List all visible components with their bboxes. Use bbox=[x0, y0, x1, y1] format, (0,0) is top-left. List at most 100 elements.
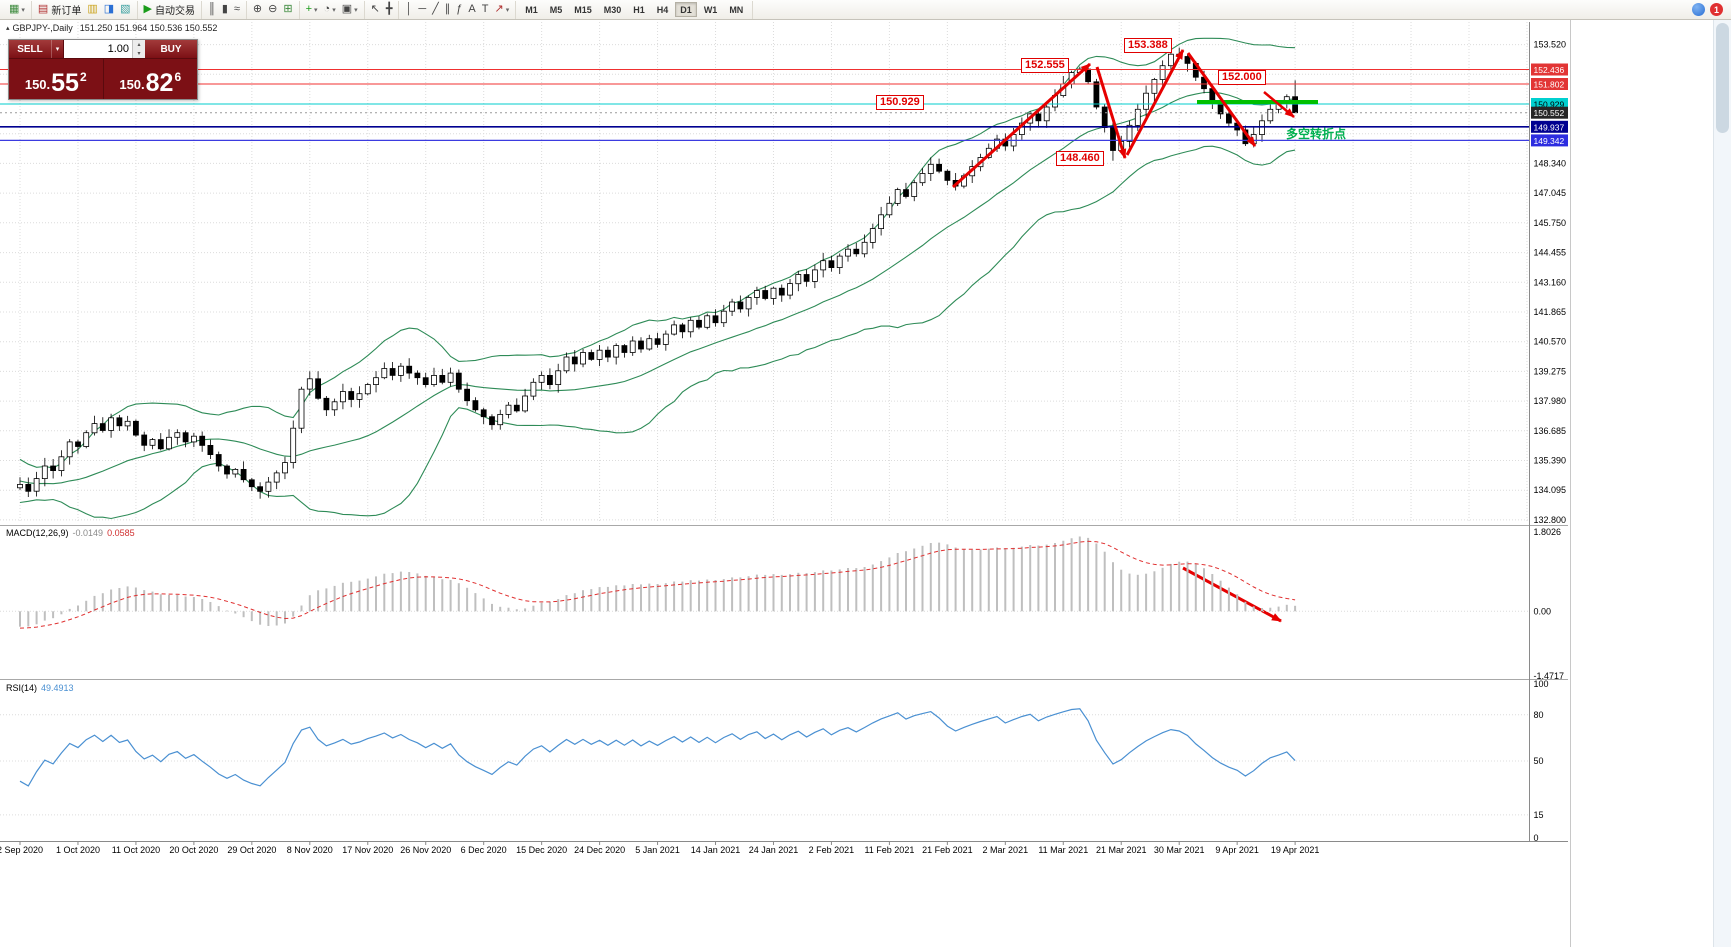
price-callout[interactable]: 153.388 bbox=[1124, 38, 1172, 53]
arrows-button[interactable]: ↗ ▾ bbox=[491, 1, 512, 18]
macd-axis-label: -1.4717 bbox=[1534, 671, 1565, 681]
candle bbox=[33, 478, 40, 492]
price-callout[interactable]: 148.460 bbox=[1056, 151, 1104, 166]
trend-arrow[interactable] bbox=[1186, 52, 1257, 147]
candle bbox=[431, 374, 437, 385]
trend-arrow[interactable] bbox=[1182, 566, 1282, 623]
date-axis-label: 2 Mar 2021 bbox=[983, 845, 1029, 855]
candle bbox=[729, 301, 735, 312]
candle bbox=[745, 296, 752, 310]
price-callout[interactable]: 152.000 bbox=[1218, 70, 1266, 85]
templates-button[interactable]: ▣ ▾ bbox=[339, 1, 361, 18]
sell-button[interactable]: SELL bbox=[9, 40, 51, 58]
bb-upper bbox=[19, 37, 1296, 469]
candle bbox=[472, 400, 479, 411]
timeframe-m15[interactable]: M15 bbox=[574, 5, 592, 15]
channel-button[interactable]: ∥ bbox=[442, 1, 454, 18]
price-callout[interactable]: 152.555 bbox=[1021, 58, 1069, 73]
chart-objects[interactable] bbox=[0, 49, 1529, 623]
caret-icon: ▾ bbox=[21, 6, 25, 14]
price-axis-label: 147.045 bbox=[1534, 188, 1567, 198]
periods-icon: ◔ bbox=[323, 3, 331, 15]
volume-up-icon[interactable]: ▴ bbox=[137, 42, 141, 48]
timeframe-w1[interactable]: W1 bbox=[703, 5, 718, 15]
trendline-button[interactable]: ╱ bbox=[429, 1, 442, 18]
candle bbox=[91, 423, 98, 434]
timeframe-m1[interactable]: M1 bbox=[525, 5, 538, 15]
new-order-button[interactable]: ▤ 新订单 bbox=[35, 1, 84, 18]
sell-price[interactable]: 150. 55 2 bbox=[9, 59, 104, 99]
new-chart-icon: ▦ bbox=[9, 3, 20, 15]
candle bbox=[232, 468, 239, 475]
trend-arrow[interactable] bbox=[1125, 49, 1185, 156]
trend-arrow[interactable] bbox=[951, 62, 1092, 189]
timeframe-mn[interactable]: MN bbox=[729, 5, 744, 15]
rsi-axis-label: 100 bbox=[1534, 679, 1549, 689]
vertical-scrollbar[interactable] bbox=[1713, 20, 1731, 947]
crosshair-button[interactable]: ╋ bbox=[383, 1, 396, 18]
date-axis-label: 14 Jan 2021 bbox=[691, 845, 741, 855]
candle bbox=[679, 324, 686, 333]
timeframe-h4[interactable]: H4 bbox=[656, 5, 669, 15]
sell-price-int: 150. bbox=[24, 77, 51, 92]
notifications-badge[interactable]: 1 bbox=[1710, 3, 1723, 16]
chart-ohlc: 151.250 151.964 150.536 150.552 bbox=[79, 23, 218, 33]
order-options-caret-icon[interactable]: ▾ bbox=[51, 40, 64, 58]
profiles-button[interactable]: ▥ bbox=[84, 1, 100, 18]
date-axis-label: 8 Nov 2020 bbox=[287, 845, 333, 855]
zoom-in-button[interactable]: ⊕ bbox=[250, 1, 265, 18]
macd-signal-line bbox=[19, 540, 1296, 629]
community-icon[interactable] bbox=[1692, 3, 1705, 16]
rsi-axis-label: 15 bbox=[1534, 810, 1544, 820]
timeframe-h1[interactable]: H1 bbox=[633, 5, 645, 15]
indicators-button[interactable]: + ▾ bbox=[303, 1, 321, 18]
candle bbox=[323, 397, 330, 411]
market-watch-button[interactable]: ◨ bbox=[101, 1, 117, 18]
fibonacci-button[interactable]: ƒ bbox=[453, 1, 465, 18]
price-axis-label: 144.455 bbox=[1534, 248, 1567, 258]
timeframe-d1[interactable]: D1 bbox=[675, 2, 697, 17]
candle bbox=[199, 435, 206, 446]
candle bbox=[489, 416, 495, 426]
autotrade-button[interactable]: ▶ 自动交易 bbox=[141, 1, 198, 18]
trend-arrow[interactable] bbox=[1095, 66, 1127, 159]
label-button[interactable]: T bbox=[479, 1, 492, 18]
timeframe-group: M1 M5 M15 M30 H1 H4 D1 W1 MN bbox=[516, 0, 754, 19]
candle bbox=[803, 274, 810, 282]
buy-button[interactable]: BUY bbox=[145, 40, 197, 58]
candle bbox=[927, 163, 934, 174]
volume-down-icon[interactable]: ▾ bbox=[137, 51, 141, 57]
candle bbox=[580, 352, 586, 365]
price-badge bbox=[1531, 134, 1568, 147]
scrollbar-thumb[interactable] bbox=[1716, 23, 1729, 133]
volume-stepper[interactable]: ▴ ▾ bbox=[132, 40, 145, 58]
candle bbox=[1126, 124, 1133, 142]
line-chart-button[interactable]: ≈ bbox=[231, 1, 243, 18]
price-callout[interactable]: 150.929 bbox=[876, 95, 924, 110]
sell-price-pip: 2 bbox=[79, 70, 87, 84]
annotation-text[interactable]: 多空转折点 bbox=[1286, 127, 1347, 141]
data-window-button[interactable]: ▧ bbox=[117, 1, 133, 18]
tile-windows-button[interactable]: ⊞ bbox=[280, 1, 295, 18]
new-chart-button[interactable]: ▦ ▾ bbox=[6, 1, 28, 18]
text-button[interactable]: A bbox=[465, 1, 478, 18]
price-axis-label: 136.685 bbox=[1534, 426, 1567, 436]
candle-chart-button[interactable]: ▮ bbox=[219, 1, 231, 18]
candle bbox=[638, 340, 644, 350]
zoom-out-button[interactable]: ⊖ bbox=[265, 1, 280, 18]
grid bbox=[0, 22, 1529, 521]
periods-button[interactable]: ◔ ▾ bbox=[321, 1, 339, 18]
bar-chart-button[interactable]: ║ bbox=[205, 1, 219, 18]
buy-price[interactable]: 150. 82 6 bbox=[104, 59, 198, 99]
date-axis-label: 17 Nov 2020 bbox=[342, 845, 393, 855]
volume-input[interactable] bbox=[64, 40, 132, 58]
trend-arrow[interactable] bbox=[1263, 91, 1295, 118]
timeframe-m30[interactable]: M30 bbox=[603, 5, 622, 15]
vline-button[interactable]: │ bbox=[402, 1, 415, 18]
hline-button[interactable]: ─ bbox=[415, 1, 429, 18]
toolbar-group: ▦ ▾ bbox=[3, 0, 32, 19]
cursor-button[interactable]: ↖ bbox=[368, 1, 383, 18]
timeframe-m5[interactable]: M5 bbox=[549, 5, 563, 15]
candle bbox=[505, 404, 512, 415]
price-axis-label: 145.750 bbox=[1534, 218, 1567, 228]
